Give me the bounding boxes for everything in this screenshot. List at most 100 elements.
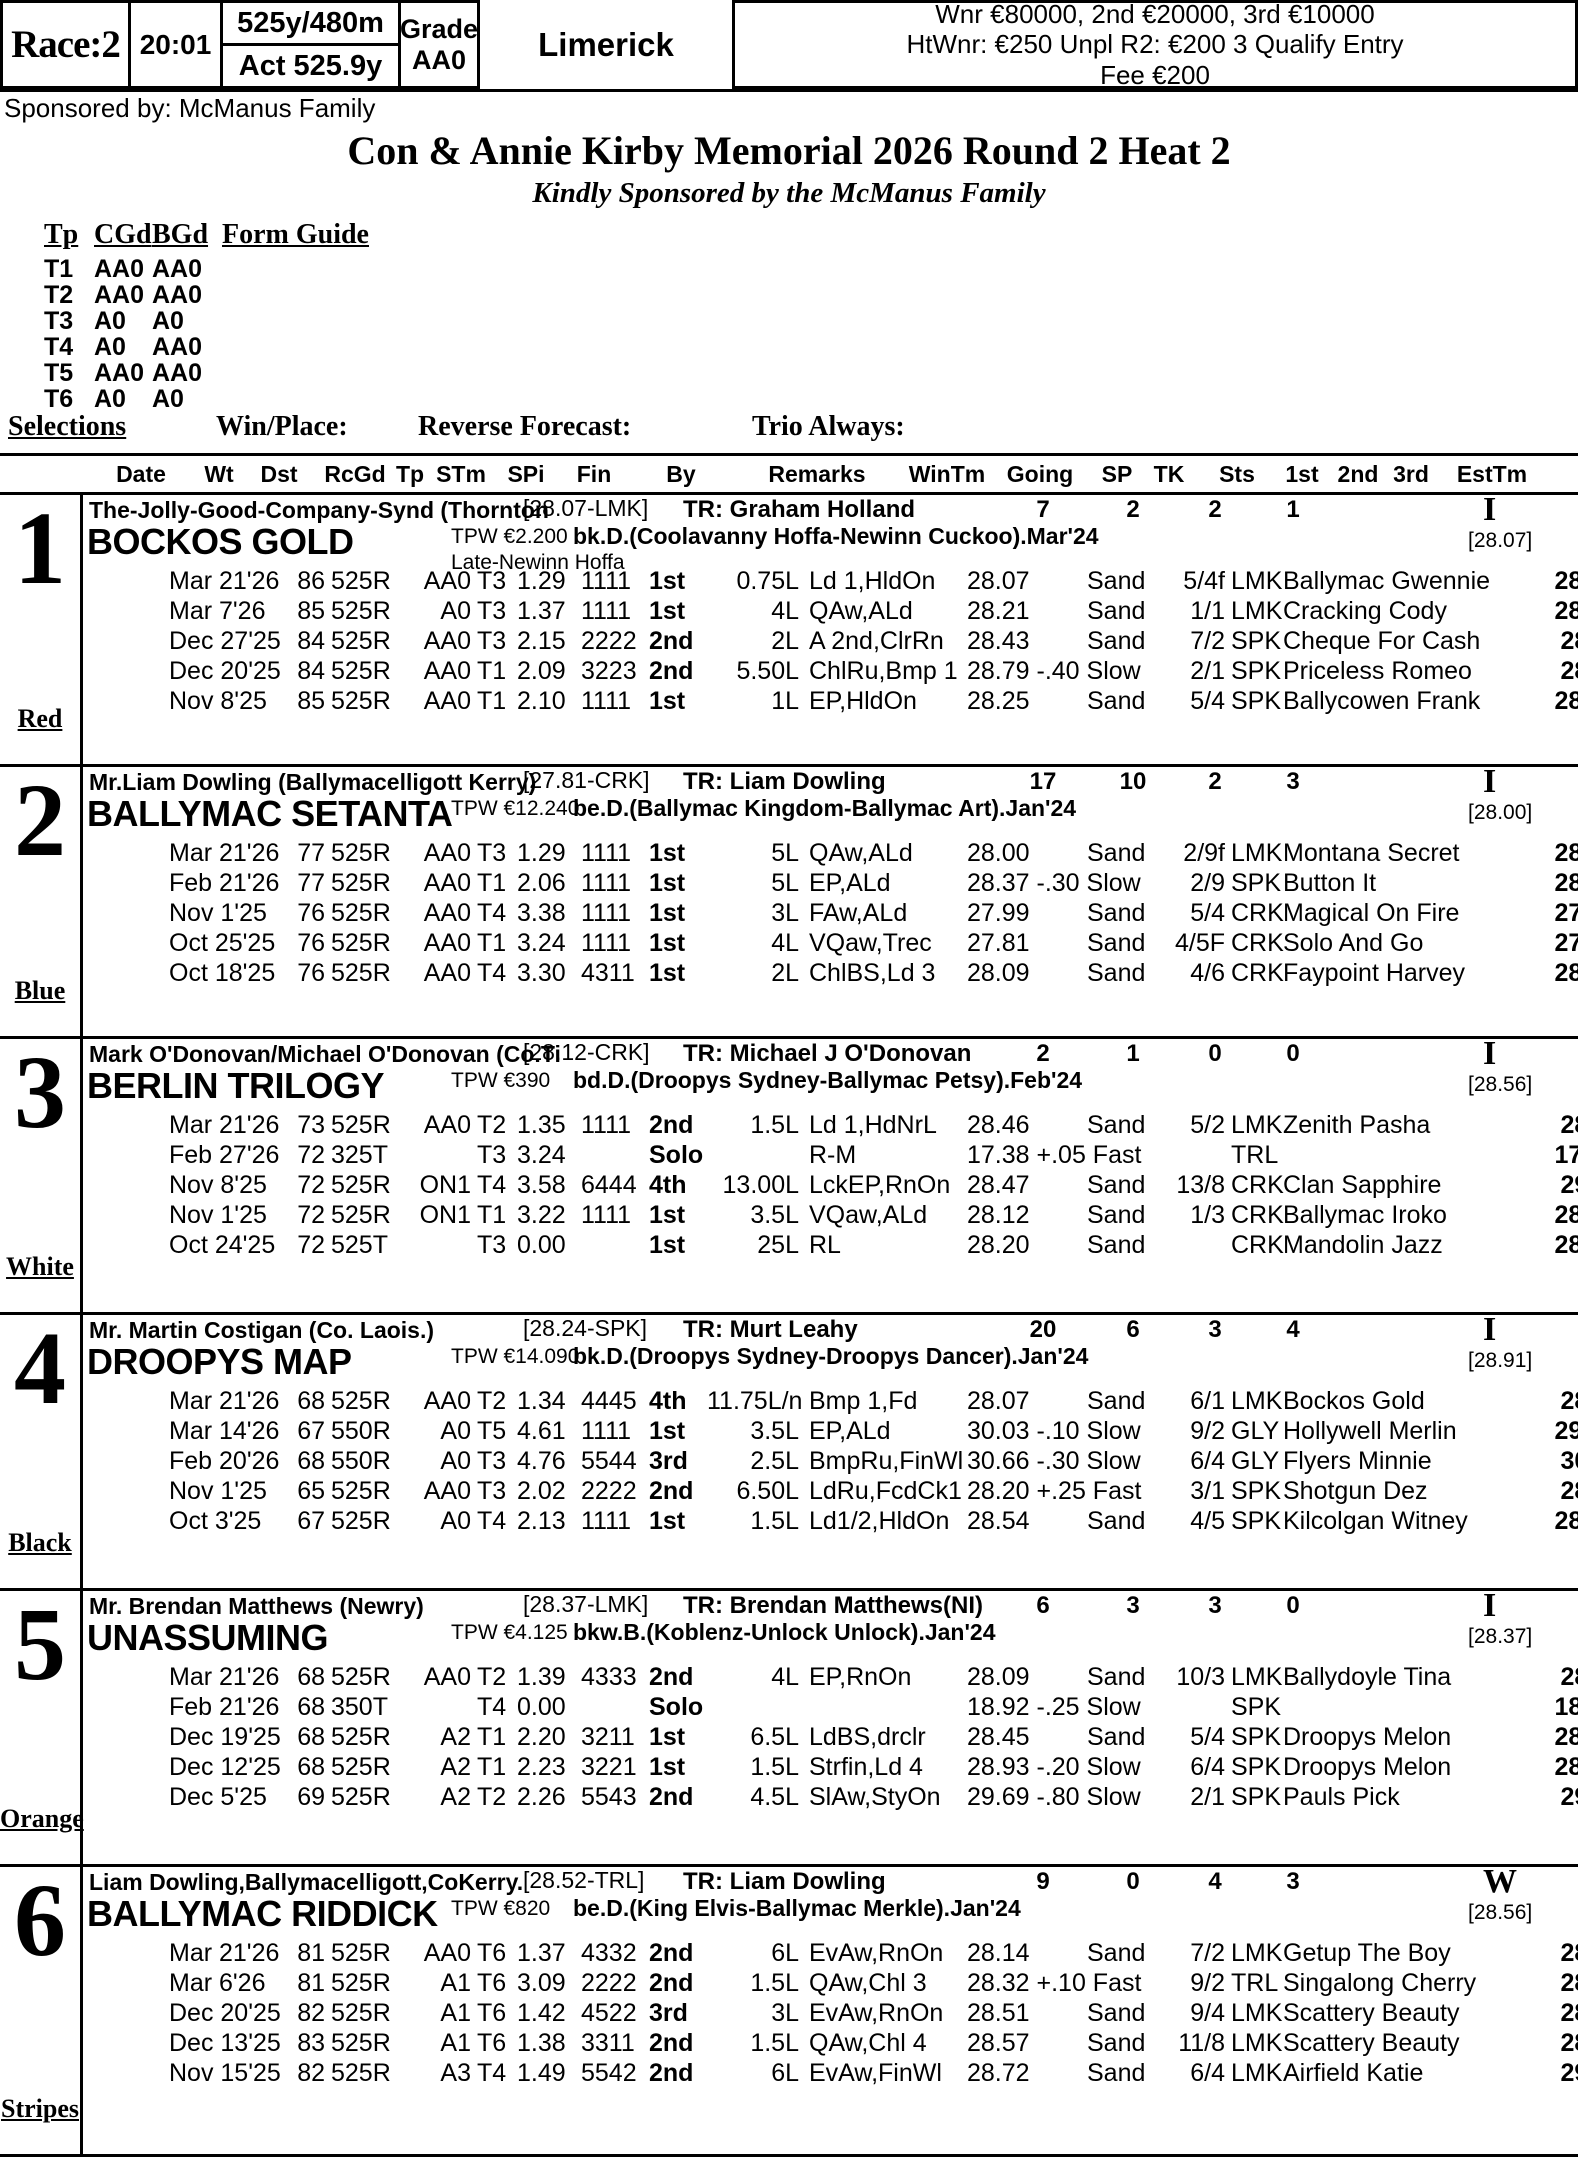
- form-row[interactable]: Dec 20'25 84 525R AA0 T1 2.09 3223 2nd 5.50L ChlR…: [83, 657, 1578, 687]
- form-row[interactable]: Nov 1'25 65 525R AA0 T3 2.02 2222 2nd 6.50L LdRu,…: [83, 1477, 1578, 1507]
- trap-colour: Blue: [14, 975, 66, 1005]
- form-row[interactable]: Dec 27'25 84 525R AA0 T3 2.15 2222 2nd 2L A 2nd,C…: [83, 627, 1578, 657]
- form-row[interactable]: Dec 19'25 68 525R A2 T1 2.20 3211 1st 6.5L LdBS,d…: [83, 1723, 1578, 1753]
- form-cell-wintm: 27.99: [967, 898, 1030, 927]
- runner-block-trap-5[interactable]: 5 Orange Mr. Brendan Matthews (Newry) [28.3…: [0, 1590, 1578, 1867]
- form-cell-opp: Ballycowen Frank: [1283, 686, 1481, 715]
- col-1st: 1st: [1285, 460, 1319, 487]
- form-cell-tp: T1: [477, 686, 507, 715]
- runner-details: Mr. Brendan Matthews (Newry) [28.37-LMK] T…: [83, 1591, 1578, 1864]
- form-row[interactable]: Dec 20'25 82 525R A1 T6 1.42 4522 3rd 3L EvAw,RnO…: [83, 1999, 1578, 2029]
- dog-name[interactable]: UNASSUMING: [87, 1616, 329, 1658]
- form-cell-wintm: 28.14: [967, 1938, 1030, 1967]
- form-cell-dst: 525R: [331, 838, 391, 867]
- form-cell-opp: Ballymac Iroko: [1283, 1200, 1447, 1229]
- runner-grade-letter: I: [1483, 1038, 1497, 1072]
- runner-block-trap-6[interactable]: 6 Stripes Liam Dowling,Ballymacelligott,Co…: [0, 1866, 1578, 2157]
- form-row[interactable]: Mar 21'26 77 525R AA0 T3 1.29 1111 1st 5L QAw,ALd…: [83, 839, 1578, 869]
- dog-name[interactable]: BOCKOS GOLD: [87, 520, 354, 562]
- runner-block-trap-3[interactable]: 3 White Mark O'Donovan/Michael O'Donovan (…: [0, 1038, 1578, 1315]
- form-cell-date: Mar 21'26: [169, 838, 280, 867]
- form-cell-sp: 6/1: [1190, 1386, 1225, 1415]
- form-cell-remarks: EvAw,RnOn: [809, 1938, 944, 1967]
- form-row[interactable]: Feb 21'26 77 525R AA0 T1 2.06 1111 1st 5L EP,ALd 2…: [83, 869, 1578, 899]
- form-cell-fin: 1st: [649, 958, 686, 987]
- dog-name[interactable]: BALLYMAC RIDDICK: [87, 1892, 438, 1934]
- form-row[interactable]: Dec 5'25 69 525R A2 T2 2.26 5543 2nd 4.5L SlAw,St…: [83, 1783, 1578, 1813]
- form-row[interactable]: Feb 21'26 68 350T T4 0.00 Solo 18.92 -.25 Slow…: [83, 1693, 1578, 1723]
- form-cell-tk: LMK: [1231, 838, 1283, 867]
- form-cell-wintm: 28.93 -.20 Slow: [967, 1752, 1141, 1781]
- form-cell-going: Sand: [1087, 1386, 1146, 1415]
- form-row[interactable]: Dec 12'25 68 525R A2 T1 2.23 3221 1st 1.5L Strfin…: [83, 1753, 1578, 1783]
- form-row[interactable]: Mar 21'26 81 525R AA0 T6 1.37 4332 2nd 6L EvAw,Rn…: [83, 1939, 1578, 1969]
- form-cell-spi: 2222: [581, 1968, 637, 1997]
- form-cell-esttm: 17.43': [1554, 1140, 1578, 1169]
- form-cell-opp: Zenith Pasha: [1283, 1110, 1431, 1139]
- form-cell-opp: Shotgun Dez: [1283, 1476, 1428, 1505]
- form-cell-date: Feb 21'26: [169, 868, 280, 897]
- form-row[interactable]: Mar 7'26 85 525R A0 T3 1.37 1111 1st 4L QAw,ALd 28…: [83, 597, 1578, 627]
- form-row[interactable]: Nov 8'25 72 525R ON1 T4 3.58 6444 4th 13.00L LckE…: [83, 1171, 1578, 1201]
- form-row[interactable]: Feb 20'26 68 550R A0 T3 4.76 5544 3rd 2.5L BmpRu,…: [83, 1447, 1578, 1477]
- form-cell-fin: 1st: [649, 1230, 686, 1259]
- form-cell-going: Sand: [1087, 1110, 1146, 1139]
- form-cell-date: Nov 8'25: [169, 1170, 267, 1199]
- form-cell-opp: Faypoint Harvey: [1283, 958, 1466, 987]
- form-row[interactable]: Mar 21'26 68 525R AA0 T2 1.34 4445 4th 11.75L/n B…: [83, 1387, 1578, 1417]
- career-thirds: 0: [1286, 1591, 1300, 1619]
- form-row[interactable]: Nov 8'25 85 525R AA0 T1 2.10 1111 1st 1L EP,HldOn…: [83, 687, 1578, 717]
- trap-colour: Orange: [0, 1803, 84, 1833]
- form-cell-stm: 1.38: [517, 2028, 566, 2057]
- form-row[interactable]: Mar 21'26 86 525R AA0 T3 1.29 1111 1st 0.75L Ld 1…: [83, 567, 1578, 597]
- form-cell-remarks: QAw,ALd: [809, 596, 913, 625]
- form-row[interactable]: Nov 1'25 72 525R ON1 T1 3.22 1111 1st 3.5L VQaw,A…: [83, 1201, 1578, 1231]
- form-cell-opp: Droopys Melon: [1283, 1752, 1452, 1781]
- form-cell-stm: 1.35: [517, 1110, 566, 1139]
- form-cell-tp: T1: [477, 928, 507, 957]
- form-cell-dst: 525R: [331, 1968, 391, 1997]
- dog-name[interactable]: BERLIN TRILOGY: [87, 1064, 385, 1106]
- form-cell-going: Sand: [1087, 1506, 1146, 1535]
- form-cell-remarks: SlAw,StyOn: [809, 1782, 941, 1811]
- form-cell-stm: 3.09: [517, 1968, 566, 1997]
- form-cell-date: Dec 19'25: [169, 1722, 281, 1751]
- form-cell-esttm: 29.14: [1560, 2058, 1578, 2087]
- form-cell-stm: 2.15: [517, 626, 566, 655]
- form-cell-tp: T6: [477, 1938, 507, 1967]
- form-cell-sp: 1/1: [1190, 596, 1225, 625]
- form-row[interactable]: Dec 13'25 83 525R A1 T6 1.38 3311 2nd 1.5L QAw,Ch…: [83, 2029, 1578, 2059]
- form-row[interactable]: Oct 3'25 67 525R A0 T4 2.13 1111 1st 1.5L Ld1/2,H…: [83, 1507, 1578, 1537]
- form-cell-rcgd: AA0: [423, 1938, 471, 1967]
- runner-block-trap-4[interactable]: 4 Black Mr. Martin Costigan (Co. Laois.) [2…: [0, 1314, 1578, 1591]
- form-row[interactable]: Mar 14'26 67 550R A0 T5 4.61 1111 1st 3.5L EP,ALd…: [83, 1417, 1578, 1447]
- form-cell-stm: 1.42: [517, 1998, 566, 2027]
- form-cell-wintm: 28.43: [967, 626, 1030, 655]
- form-cell-wintm: 28.21: [967, 596, 1030, 625]
- track-name: Limerick: [538, 25, 674, 63]
- form-cell-stm: 2.23: [517, 1752, 566, 1781]
- form-cell-wt: 84: [297, 626, 325, 655]
- form-row[interactable]: Oct 18'25 76 525R AA0 T4 3.30 4311 1st 2L ChlBS,L…: [83, 959, 1578, 989]
- tp-row-2-bgd: A0: [152, 306, 184, 335]
- form-cell-opp: Airfield Katie: [1283, 2058, 1424, 2087]
- form-row[interactable]: Mar 21'26 73 525R AA0 T2 1.35 1111 2nd 1.5L Ld 1,…: [83, 1111, 1578, 1141]
- form-cell-opp: Getup The Boy: [1283, 1938, 1451, 1967]
- form-row[interactable]: Feb 27'26 72 325T T3 3.24 Solo R-M 17.38 +.05 F…: [83, 1141, 1578, 1171]
- form-row[interactable]: Oct 24'25 72 525T T3 0.00 1st 25L RL 28.20 Sand CR…: [83, 1231, 1578, 1261]
- form-cell-fin: 2nd: [649, 2028, 694, 2057]
- runner-block-trap-2[interactable]: 2 Blue Mr.Liam Dowling (Ballymacelligott K…: [0, 766, 1578, 1039]
- form-row[interactable]: Mar 6'26 81 525R A1 T6 3.09 2222 2nd 1.5L QAw,Chl…: [83, 1969, 1578, 1999]
- dog-name[interactable]: DROOPYS MAP: [87, 1340, 352, 1382]
- form-row[interactable]: Nov 15'25 82 525R A3 T4 1.49 5542 2nd 6L EvAw,Fin…: [83, 2059, 1578, 2089]
- form-row[interactable]: Nov 1'25 76 525R AA0 T4 3.38 1111 1st 3L FAw,ALd 2…: [83, 899, 1578, 929]
- runner-block-trap-1[interactable]: 1 Red The-Jolly-Good-Company-Synd (Thornto…: [0, 494, 1578, 767]
- dog-name[interactable]: BALLYMAC SETANTA: [87, 792, 453, 834]
- form-cell-spi: 3223: [581, 656, 637, 685]
- form-row[interactable]: Oct 25'25 76 525R AA0 T1 3.24 1111 1st 4L VQaw,Tr…: [83, 929, 1578, 959]
- form-row[interactable]: Mar 21'26 68 525R AA0 T2 1.39 4333 2nd 4L EP,RnOn…: [83, 1663, 1578, 1693]
- form-cell-date: Feb 20'26: [169, 1446, 280, 1475]
- form-cell-by: 5.50L: [736, 656, 799, 685]
- form-cell-wintm: 28.79 -.40 Slow: [967, 656, 1141, 685]
- form-cell-dst: 525R: [331, 898, 391, 927]
